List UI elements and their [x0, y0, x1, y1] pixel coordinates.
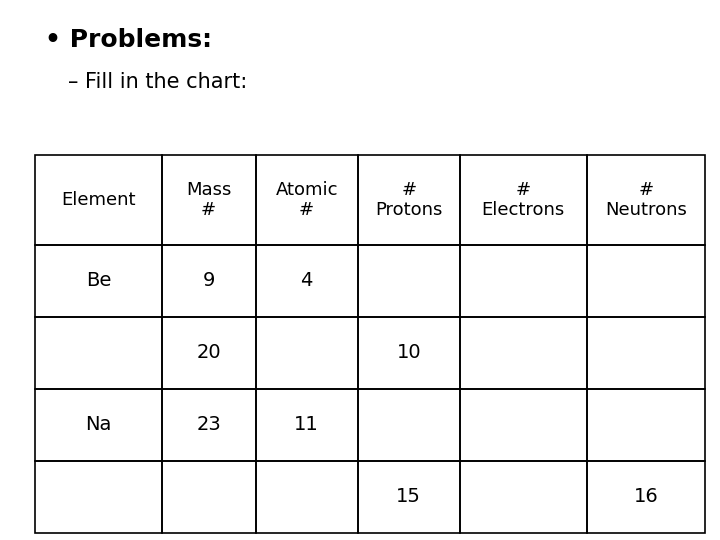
- Text: Atomic
#: Atomic #: [276, 180, 338, 219]
- Text: Mass
#: Mass #: [186, 180, 231, 219]
- Text: 4: 4: [300, 272, 313, 291]
- Text: Element: Element: [61, 191, 135, 209]
- Text: 23: 23: [197, 415, 221, 435]
- Text: 20: 20: [197, 343, 221, 362]
- Text: 10: 10: [397, 343, 421, 362]
- Text: 11: 11: [294, 415, 319, 435]
- Text: 16: 16: [634, 488, 658, 507]
- Text: Be: Be: [86, 272, 111, 291]
- Text: #
Protons: # Protons: [375, 180, 443, 219]
- Text: 9: 9: [202, 272, 215, 291]
- Text: #
Electrons: # Electrons: [482, 180, 564, 219]
- Text: 15: 15: [397, 488, 421, 507]
- Text: #
Neutrons: # Neutrons: [605, 180, 687, 219]
- Text: Na: Na: [85, 415, 112, 435]
- Text: – Fill in the chart:: – Fill in the chart:: [68, 72, 247, 92]
- Text: • Problems:: • Problems:: [45, 28, 212, 52]
